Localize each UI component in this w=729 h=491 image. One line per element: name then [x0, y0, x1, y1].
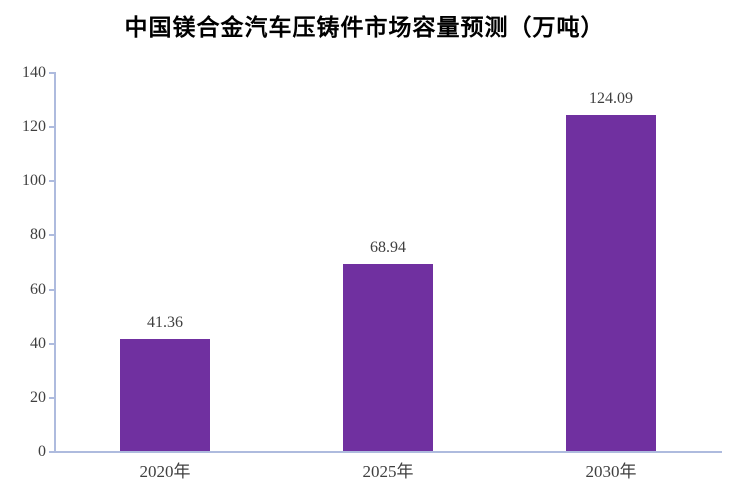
y-axis-tick-label: 100 — [22, 172, 46, 189]
y-axis-tick — [49, 180, 55, 182]
x-axis-category-label: 2020年 — [139, 462, 191, 481]
bar-value-label: 68.94 — [370, 239, 406, 256]
y-axis-tick-label: 80 — [30, 226, 46, 243]
y-axis-tick-label: 20 — [30, 389, 46, 406]
x-axis-category-label: 2030年 — [585, 462, 637, 481]
bar-2025年 — [343, 264, 433, 451]
x-axis-category-label: 2025年 — [362, 462, 414, 481]
chart-title: 中国镁合金汽车压铸件市场容量预测（万吨） — [124, 15, 605, 40]
bar-2020年 — [120, 339, 210, 451]
bar-value-label: 41.36 — [147, 314, 183, 331]
y-axis-tick — [49, 289, 55, 291]
y-axis-tick-label: 0 — [38, 443, 46, 460]
x-axis-line — [49, 451, 722, 453]
bar-2030年 — [566, 115, 656, 451]
y-axis-tick-label: 40 — [30, 335, 46, 352]
y-axis-tick-label: 120 — [22, 118, 46, 135]
y-axis-tick — [49, 126, 55, 128]
bar-value-label: 124.09 — [589, 90, 633, 107]
y-axis-tick — [49, 234, 55, 236]
y-axis-tick — [49, 72, 55, 74]
y-axis-tick — [49, 397, 55, 399]
y-axis-tick — [49, 343, 55, 345]
y-axis-line — [54, 72, 56, 453]
y-axis-tick-label: 140 — [22, 64, 46, 81]
y-axis-tick-label: 60 — [30, 281, 46, 298]
